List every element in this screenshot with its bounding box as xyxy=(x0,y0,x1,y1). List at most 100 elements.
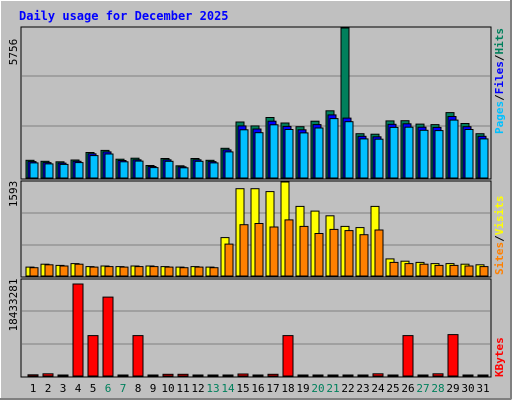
day-label: 22 xyxy=(341,382,354,395)
sites-bar xyxy=(59,265,69,277)
hits-bars xyxy=(25,27,489,179)
pages-bar xyxy=(29,162,39,179)
kbytes-bar xyxy=(87,335,99,377)
legend-pages: Pages xyxy=(493,101,506,134)
kbytes-bar xyxy=(207,374,219,377)
sites-bar xyxy=(194,266,204,277)
sites-bar xyxy=(404,263,414,277)
pages-bar xyxy=(389,126,399,179)
day-label: 7 xyxy=(120,382,127,395)
day-label: 2 xyxy=(45,382,52,395)
sites-bar xyxy=(179,267,189,277)
kbytes-bar xyxy=(432,373,444,377)
day-label: 15 xyxy=(236,382,249,395)
day-label: 26 xyxy=(401,382,414,395)
pages-bar xyxy=(254,132,264,179)
sites-bar xyxy=(449,264,459,277)
pages-bar xyxy=(449,119,459,179)
legend-sites: Sites xyxy=(493,242,506,275)
day-label: 17 xyxy=(266,382,279,395)
pages-bar xyxy=(209,162,219,179)
day-label: 9 xyxy=(150,382,157,395)
day-label: 12 xyxy=(191,382,204,395)
kbytes-bar xyxy=(357,374,369,377)
sites-bar xyxy=(44,264,54,277)
kbytes-bar xyxy=(117,374,129,377)
pages-bar xyxy=(269,124,279,179)
pages-bar xyxy=(314,127,324,179)
day-label: 3 xyxy=(60,382,67,395)
sites-bar xyxy=(359,234,369,277)
day-label: 1 xyxy=(30,382,37,395)
legend-separator: / xyxy=(493,94,506,101)
pages-bar xyxy=(44,163,54,179)
kbytes-bar xyxy=(147,374,159,377)
pages-bar xyxy=(179,167,189,179)
sites-bar xyxy=(239,224,249,277)
pages-bar xyxy=(284,129,294,179)
kbytes-axis-max-label: 18433281 xyxy=(7,279,20,332)
pages-bar xyxy=(104,153,114,179)
kbytes-bars xyxy=(27,283,489,377)
kbytes-bar xyxy=(42,373,54,377)
chart-title: Daily usage for December 2025 xyxy=(19,9,229,23)
day-label: 18 xyxy=(281,382,294,395)
day-label: 29 xyxy=(446,382,459,395)
sites-bar xyxy=(104,266,114,277)
sites-bar xyxy=(89,266,99,277)
pages-bar xyxy=(374,138,384,179)
kbytes-bar xyxy=(222,374,234,377)
day-label: 31 xyxy=(476,382,489,395)
hits-axis-max-label: 5756 xyxy=(7,39,20,66)
kbytes-bar xyxy=(402,335,414,377)
kbytes-bar xyxy=(237,373,249,377)
kbytes-bar xyxy=(27,374,39,377)
visits-bars xyxy=(25,181,489,277)
sites-bar xyxy=(464,265,474,277)
day-label: 30 xyxy=(461,382,474,395)
sites-bar xyxy=(224,243,234,277)
pages-bar xyxy=(74,162,84,179)
hits-legend: Pages/Files/Hits xyxy=(493,28,506,134)
sites-bar xyxy=(209,267,219,277)
kbytes-bar xyxy=(387,374,399,377)
pages-bar xyxy=(479,138,489,179)
sites-bar xyxy=(164,266,174,277)
kbytes-bar xyxy=(192,374,204,377)
day-label: 5 xyxy=(90,382,97,395)
sites-bar xyxy=(284,219,294,277)
legend-hits: Hits xyxy=(493,28,506,55)
kbytes-bar xyxy=(252,374,264,377)
kbytes-bar xyxy=(447,334,459,377)
sites-bar xyxy=(134,266,144,277)
pages-bar xyxy=(434,130,444,179)
pages-bar xyxy=(89,155,99,179)
day-label: 6 xyxy=(105,382,112,395)
sites-bar xyxy=(269,226,279,277)
sites-bar xyxy=(314,233,324,277)
kbytes-bar xyxy=(312,374,324,377)
kbytes-bar xyxy=(177,373,189,377)
legend-files: Files xyxy=(493,61,506,94)
day-label: 10 xyxy=(161,382,174,395)
sites-bar xyxy=(419,263,429,277)
pages-bar xyxy=(299,132,309,179)
sites-bar xyxy=(434,264,444,277)
visits-legend: Sites/Visits xyxy=(493,196,506,276)
day-label: 24 xyxy=(371,382,385,395)
legend-separator: / xyxy=(493,235,506,242)
kbytes-bar xyxy=(282,335,294,377)
day-label: 19 xyxy=(296,382,309,395)
day-label: 4 xyxy=(75,382,82,395)
pages-bar xyxy=(224,151,234,179)
sites-bar xyxy=(389,261,399,277)
kbytes-bar xyxy=(462,374,474,377)
pages-bar xyxy=(194,160,204,179)
pages-bar xyxy=(344,121,354,179)
sites-bar xyxy=(344,230,354,277)
kbytes-bar xyxy=(57,374,69,377)
sites-bar xyxy=(119,266,129,277)
kbytes-bar xyxy=(477,374,489,377)
sites-bar xyxy=(299,225,309,277)
